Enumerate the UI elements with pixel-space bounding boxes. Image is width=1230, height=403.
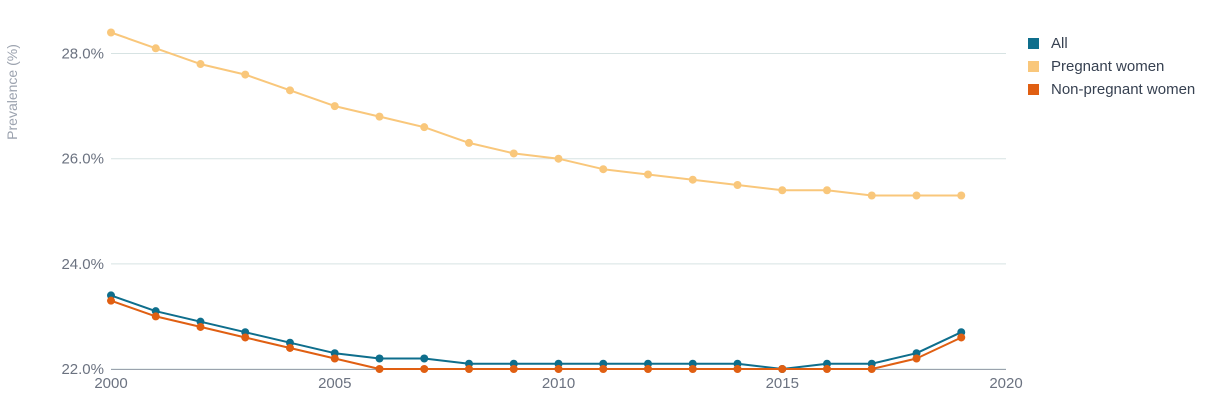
data-point[interactable]	[330, 354, 339, 363]
data-point[interactable]	[733, 180, 742, 189]
data-point[interactable]	[151, 312, 160, 321]
data-point[interactable]	[867, 365, 876, 373]
data-point[interactable]	[375, 354, 384, 363]
data-point[interactable]	[286, 343, 294, 352]
data-point[interactable]	[420, 123, 429, 132]
data-point[interactable]	[375, 112, 384, 121]
data-point[interactable]	[420, 354, 429, 363]
data-point[interactable]	[688, 365, 697, 373]
data-point[interactable]	[778, 365, 787, 373]
data-point[interactable]	[554, 365, 563, 373]
series-pregnant-women	[107, 28, 966, 200]
x-tick-label: 2020	[989, 375, 1022, 392]
data-point[interactable]	[688, 175, 697, 184]
data-point[interactable]	[196, 60, 205, 69]
axes: 22.0% 24.0% 26.0% 28.0% 2000 2005 2010 2015 2020	[61, 46, 1022, 392]
series-lines	[107, 28, 966, 373]
data-point[interactable]	[241, 333, 250, 342]
series-line	[110, 31, 962, 197]
y-tick-label: 28.0%	[61, 46, 104, 63]
legend-item[interactable]: Non-pregnant women	[1028, 78, 1195, 101]
data-point[interactable]	[107, 296, 115, 305]
y-tick-label: 24.0%	[61, 256, 104, 273]
data-point[interactable]	[733, 365, 742, 373]
legend-swatch	[1028, 38, 1039, 49]
series-line	[110, 294, 962, 370]
data-point[interactable]	[823, 186, 831, 195]
data-point[interactable]	[509, 149, 518, 158]
series-all	[107, 291, 966, 373]
data-point[interactable]	[107, 28, 115, 37]
data-point[interactable]	[957, 191, 966, 200]
data-point[interactable]	[375, 365, 384, 373]
data-point[interactable]	[599, 365, 608, 373]
data-point[interactable]	[823, 365, 831, 373]
y-tick-label: 26.0%	[61, 151, 104, 168]
data-point[interactable]	[196, 322, 205, 331]
legend-item[interactable]: Pregnant women	[1028, 55, 1195, 78]
y-axis-title: Prevalence (%)	[4, 44, 20, 140]
data-point[interactable]	[151, 44, 160, 53]
data-point[interactable]	[644, 365, 652, 373]
grid-lines	[111, 53, 1006, 370]
data-point[interactable]	[644, 170, 652, 179]
legend-label: Non-pregnant women	[1051, 81, 1196, 98]
data-point[interactable]	[867, 191, 876, 200]
data-point[interactable]	[420, 365, 429, 373]
data-point[interactable]	[957, 333, 966, 342]
series-non-pregnant-women	[107, 296, 966, 373]
data-point[interactable]	[599, 165, 608, 174]
data-point[interactable]	[778, 186, 787, 195]
y-tick-label: 22.0%	[61, 361, 104, 378]
legend-label: All	[1051, 35, 1068, 52]
legend-label: Pregnant women	[1051, 58, 1165, 75]
series-line	[110, 299, 962, 370]
legend-swatch	[1028, 61, 1039, 72]
data-point[interactable]	[241, 70, 250, 79]
x-tick-label: 2015	[766, 375, 799, 392]
data-point[interactable]	[509, 365, 518, 373]
legend-swatch	[1028, 84, 1039, 95]
x-tick-label: 2010	[542, 375, 575, 392]
data-point[interactable]	[465, 365, 473, 373]
chart-legend: All Pregnant women Non-pregnant women	[1028, 32, 1195, 101]
data-point[interactable]	[465, 138, 473, 147]
x-tick-label: 2000	[94, 375, 127, 392]
x-tick-label: 2005	[318, 375, 351, 392]
data-point[interactable]	[286, 86, 294, 95]
data-point[interactable]	[554, 154, 563, 163]
data-point[interactable]	[912, 354, 921, 363]
legend-item[interactable]: All	[1028, 32, 1195, 55]
data-point[interactable]	[912, 191, 921, 200]
data-point[interactable]	[330, 102, 339, 111]
